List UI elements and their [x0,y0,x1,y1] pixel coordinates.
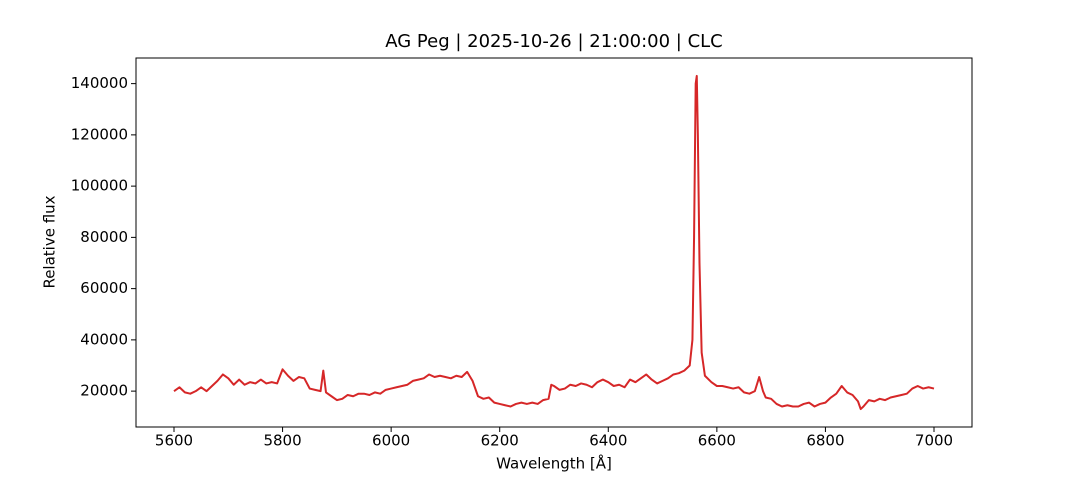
y-tick-label: 120000 [71,125,128,143]
spectrum-line [173,74,935,411]
y-tick-label: 100000 [71,177,128,195]
x-axis-label: Wavelength [Å] [496,454,612,473]
y-axis-label: Relative flux [41,195,59,288]
x-tick-label: 5800 [263,432,301,450]
x-tick-label: 7000 [915,432,953,450]
chart-title: AG Peg | 2025-10-26 | 21:00:00 | CLC [385,31,723,52]
x-tick-label: 6000 [372,432,410,450]
y-tick-label: 40000 [80,330,128,348]
y-tick-label: 80000 [80,228,128,246]
y-tick-label: 20000 [80,382,128,400]
y-tick-label: 140000 [71,74,128,92]
x-tick-label: 5600 [155,432,193,450]
x-tick-label: 6600 [698,432,736,450]
x-tick-label: 6200 [481,432,519,450]
x-tick-label: 6400 [589,432,627,450]
plot-frame [135,57,973,428]
y-tick-label: 60000 [80,279,128,297]
x-tick-label: 6800 [806,432,844,450]
